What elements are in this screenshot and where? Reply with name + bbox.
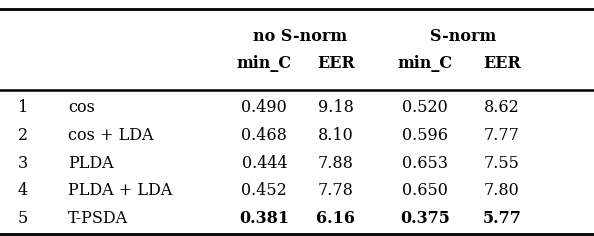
- Text: 7.88: 7.88: [318, 155, 353, 172]
- Text: 0.468: 0.468: [241, 127, 287, 144]
- Text: 5.77: 5.77: [482, 210, 522, 227]
- Text: 8.62: 8.62: [484, 99, 520, 116]
- Text: 0.653: 0.653: [402, 155, 448, 172]
- Text: EER: EER: [483, 55, 521, 72]
- Text: S-norm: S-norm: [430, 28, 497, 45]
- Text: 0.490: 0.490: [241, 99, 287, 116]
- Text: min_C: min_C: [237, 55, 292, 72]
- Text: 0.444: 0.444: [242, 155, 287, 172]
- Text: 7.78: 7.78: [318, 182, 353, 199]
- Text: cos + LDA: cos + LDA: [68, 127, 154, 144]
- Text: 0.381: 0.381: [239, 210, 289, 227]
- Text: 0.452: 0.452: [241, 182, 287, 199]
- Text: 0.520: 0.520: [402, 99, 448, 116]
- Text: PLDA: PLDA: [68, 155, 114, 172]
- Text: 7.77: 7.77: [484, 127, 520, 144]
- Text: 4: 4: [18, 182, 28, 199]
- Text: 0.596: 0.596: [402, 127, 448, 144]
- Text: PLDA + LDA: PLDA + LDA: [68, 182, 173, 199]
- Text: 6.16: 6.16: [316, 210, 355, 227]
- Text: 8.10: 8.10: [318, 127, 353, 144]
- Text: 5: 5: [18, 210, 28, 227]
- Text: 7.55: 7.55: [484, 155, 520, 172]
- Text: min_C: min_C: [397, 55, 452, 72]
- Text: cos: cos: [68, 99, 95, 116]
- Text: no S-norm: no S-norm: [253, 28, 347, 45]
- Text: EER: EER: [317, 55, 355, 72]
- Text: 9.18: 9.18: [318, 99, 353, 116]
- Text: 0.650: 0.650: [402, 182, 448, 199]
- Text: 2: 2: [18, 127, 28, 144]
- Text: T-PSDA: T-PSDA: [68, 210, 128, 227]
- Text: 3: 3: [18, 155, 28, 172]
- Text: 0.375: 0.375: [400, 210, 450, 227]
- Text: 1: 1: [18, 99, 28, 116]
- Text: 7.80: 7.80: [484, 182, 520, 199]
